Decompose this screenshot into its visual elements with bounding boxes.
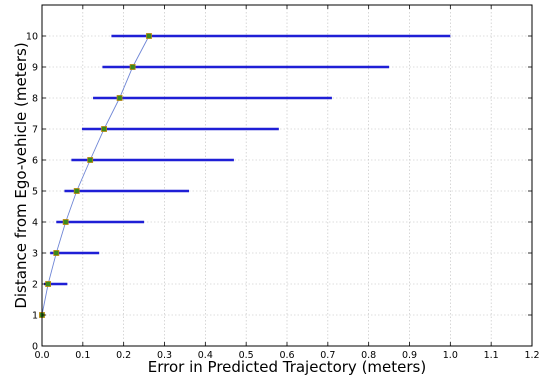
y-tick-label: 5 [32,187,38,198]
y-tick-label: 9 [32,63,38,74]
data-point-marker [45,281,52,287]
x-tick-label: 0.4 [198,350,213,361]
x-tick-label: 0.3 [157,350,172,361]
x-tick-label: 0.8 [361,350,376,361]
x-axis-label: Error in Predicted Trajectory (meters) [148,358,426,376]
error-bars [44,34,451,286]
x-tick-label: 1.1 [484,350,499,361]
x-tick-label: 0.6 [279,350,294,361]
data-point-marker [146,33,152,39]
data-point-marker [116,95,123,101]
data-point-marker [53,250,60,256]
data-points [39,33,152,318]
y-tick-label: 3 [32,249,38,260]
data-point-marker [129,64,136,70]
y-tick-label: 0 [32,342,38,353]
y-tick-label: 2 [32,280,38,291]
y-tick-label: 1 [32,311,38,322]
x-tick-label: 0.5 [239,350,254,361]
x-tick-label: 0.9 [402,350,417,361]
x-tick-label: 1.0 [443,350,458,361]
x-tick-label: 1.2 [524,350,539,361]
y-tick-label: 4 [32,218,38,229]
plot-frame [41,4,533,347]
y-axis-label: Distance from Ego-vehicle (meters) [12,42,30,308]
x-tick-label: 0.1 [75,350,90,361]
x-tick-label: 0.2 [116,350,131,361]
mean-error-line [41,35,150,316]
y-tick-label: 8 [32,94,38,105]
data-point-marker [101,126,107,132]
y-tick-label: 10 [26,32,38,43]
y-tick-label: 7 [32,125,38,136]
data-point-marker [87,157,94,163]
axis-ticks: 0.0 0.1 0.2 0.3 0.4 0.5 0.6 0.7 0.8 0.9 1.0 1.1 1.2 0… [26,5,540,361]
y-tick-label: 6 [32,156,38,167]
mean-line [41,35,150,316]
data-point-marker [62,219,69,225]
x-tick-label: 0.7 [320,350,335,361]
x-tick-label: 0.0 [34,350,49,361]
grid-layer [41,5,533,347]
data-point-marker [73,188,80,194]
